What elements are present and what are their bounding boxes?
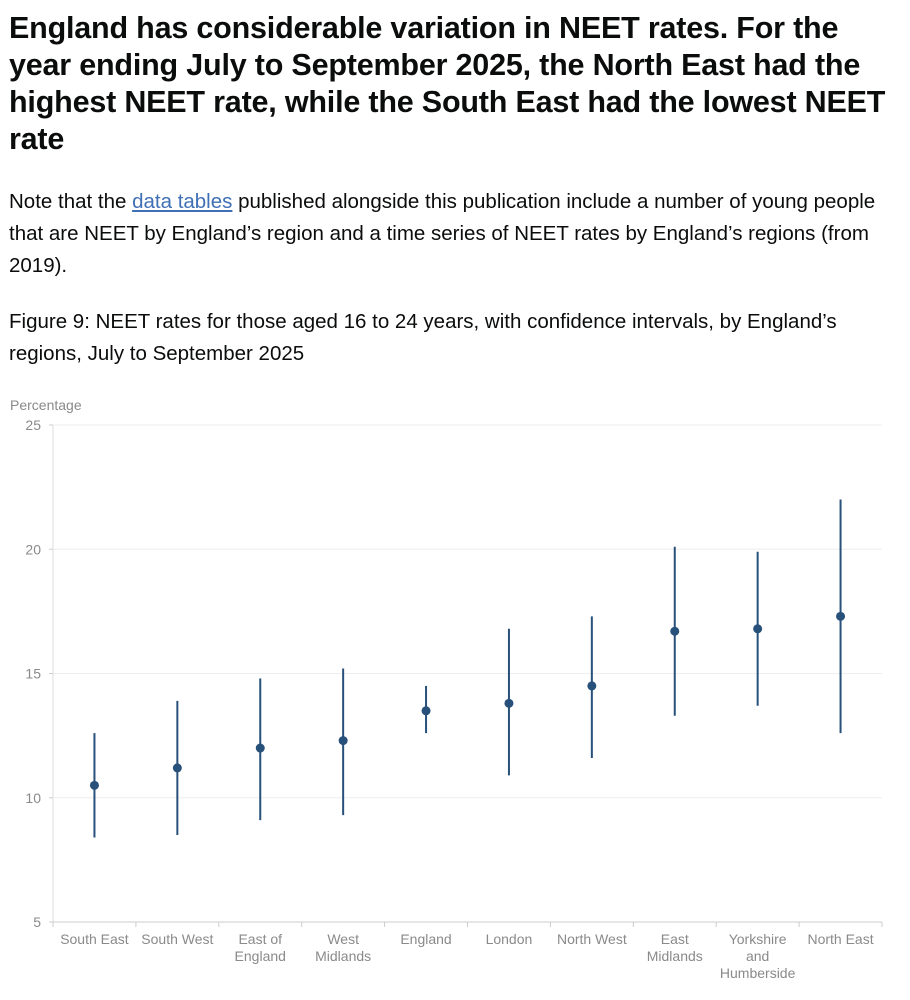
data-tables-link[interactable]: data tables (132, 190, 233, 213)
x-tick-label: South West (141, 931, 213, 947)
note-text-after: published alongside this publication inc… (9, 190, 876, 277)
data-point (504, 698, 514, 708)
page-heading: England has considerable variation in NE… (9, 11, 886, 156)
data-point (338, 736, 348, 746)
x-tick-label: England (400, 931, 451, 947)
x-tick-label: Yorkshire and Humberside (720, 931, 796, 981)
data-point (255, 743, 265, 753)
data-point (587, 681, 597, 691)
y-tick-label: 20 (25, 541, 41, 557)
data-point (172, 763, 182, 773)
x-tick-label: East Midlands (647, 931, 703, 964)
note-paragraph: Note that the data tables published alon… (9, 186, 889, 282)
figure-caption: Figure 9: NEET rates for those aged 16 t… (9, 310, 837, 365)
neet-rates-chart: Percentage 5 10 15 20 25 South East South West E… (10, 397, 883, 981)
y-tick-label: 5 (33, 914, 41, 930)
x-tick-label: London (486, 931, 533, 947)
note-text-before: Note that the (9, 190, 133, 213)
y-tick-label: 15 (25, 666, 41, 682)
x-tick-label: East of England (235, 931, 286, 964)
y-tick-label: 25 (25, 417, 41, 433)
x-tick-label: South East (60, 931, 129, 947)
data-point (421, 706, 431, 716)
x-tick-label: North West (557, 931, 627, 947)
x-tick-label: West Midlands (315, 931, 371, 964)
y-axis-label: Percentage (10, 397, 82, 413)
data-point (670, 626, 680, 636)
x-tick-label: North East (807, 931, 873, 947)
data-point (836, 611, 846, 621)
y-tick-label: 10 (25, 790, 41, 806)
data-point (753, 624, 763, 634)
data-point (89, 780, 99, 790)
